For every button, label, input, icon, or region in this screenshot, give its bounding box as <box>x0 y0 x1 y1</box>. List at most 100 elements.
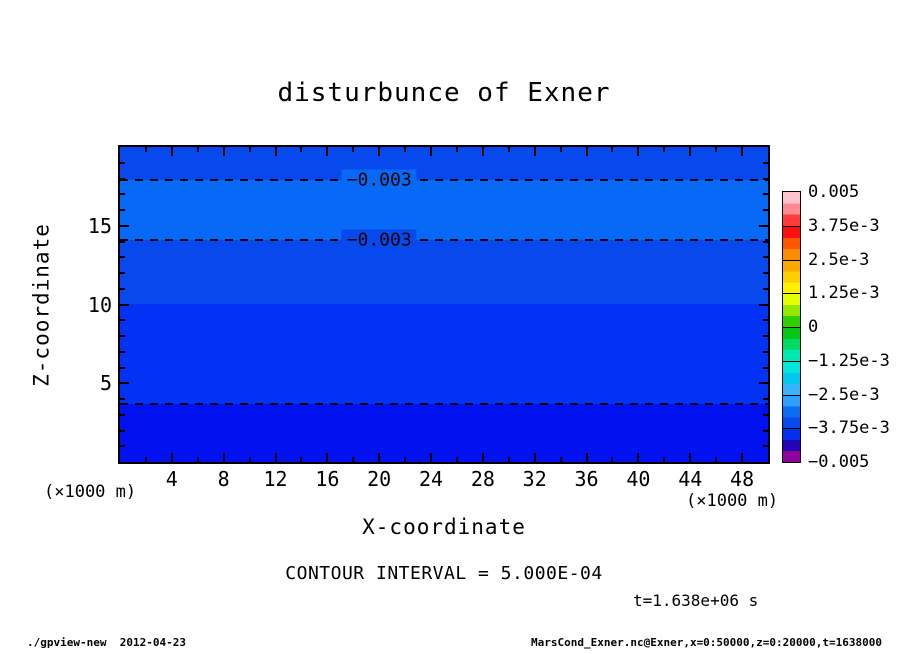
y-axis-left-tick <box>120 287 125 290</box>
x-tick-label: 24 <box>418 467 444 491</box>
x-axis-top-tick <box>507 147 510 152</box>
x-axis-bottom-tick <box>585 453 588 462</box>
x-axis-bottom-tick <box>326 453 329 462</box>
time-annotation: t=1.638e+06 s <box>633 591 759 610</box>
x-axis-bottom-tick <box>274 453 277 462</box>
x-axis-bottom-tick <box>611 457 614 462</box>
x-axis-top-tick <box>274 147 277 156</box>
colorbar-tick-label: −3.75e-3 <box>808 418 890 439</box>
x-tick-label: 36 <box>574 467 599 491</box>
colorbar-segment <box>783 259 800 294</box>
x-axis-tick-labels: 4 8 12 16 20 24 28 32 36 40 44 48 <box>120 467 768 491</box>
y-axis-left-tick <box>120 366 125 369</box>
y-axis-left-tick <box>120 445 125 448</box>
x-axis-bottom-tick <box>455 457 458 462</box>
y-axis-right-tick <box>763 335 768 337</box>
colorbar-tick-label: −2.5e-3 <box>808 384 880 405</box>
x-tick-label: 8 <box>217 467 230 491</box>
y-axis-left-tick <box>120 256 125 259</box>
x-axis-top-tick <box>689 147 692 156</box>
contour-interval-note: CONTOUR INTERVAL = 5.000E-04 <box>285 563 603 584</box>
x-axis-bottom-tick <box>430 453 433 462</box>
x-axis-top-tick <box>585 147 588 156</box>
x-tick-label: 16 <box>315 467 340 491</box>
y-axis-right-tick <box>763 287 768 290</box>
plot-area: −0.003 −0.003 <box>118 145 770 464</box>
colorbar-segment <box>783 192 800 226</box>
y-axis-left-tick <box>120 224 129 227</box>
y-axis-title: Z-coordinate <box>29 223 54 387</box>
y-axis-left-tick <box>120 161 125 164</box>
contour-line <box>120 238 768 241</box>
colorbar-segment <box>783 428 800 462</box>
x-axis-top-tick <box>455 147 458 152</box>
colorbar-tick-labels: 0.005 3.75e-3 2.5e-3 1.25e-3 0 −1.25e-3 −2.5e-… <box>808 182 904 472</box>
x-axis-bottom-tick <box>533 453 536 462</box>
y-axis-right-tick <box>763 350 768 353</box>
y-axis-unit: (×1000 m) <box>44 482 137 502</box>
y-axis-right-tick <box>759 382 768 385</box>
colorbar-tick-label: 1.25e-3 <box>808 283 880 304</box>
x-axis-top-tick <box>404 147 407 152</box>
y-tick-label: 5 <box>99 371 112 396</box>
x-tick-label: 44 <box>678 467 703 491</box>
contour-fill-band <box>120 239 768 304</box>
x-axis-top-tick <box>326 147 329 156</box>
x-tick-label: 32 <box>522 467 547 491</box>
y-axis-right-tick <box>763 177 768 180</box>
contour-line <box>120 402 768 405</box>
colorbar <box>782 191 801 463</box>
y-axis-left-tick <box>120 240 125 243</box>
y-axis-left-tick <box>120 350 125 353</box>
contour-fill-band <box>120 403 768 462</box>
x-axis-top-tick <box>481 147 484 156</box>
y-axis-right-tick <box>763 193 768 196</box>
x-axis-top-tick <box>663 147 666 152</box>
y-axis-left-tick <box>120 335 125 337</box>
y-axis-right-tick <box>763 256 768 259</box>
colorbar-segment <box>783 394 800 429</box>
x-axis-top-tick <box>300 147 303 152</box>
x-axis-top-tick <box>611 147 614 152</box>
y-axis-left-tick <box>120 413 125 416</box>
y-axis-right-tick <box>763 209 768 211</box>
y-axis-left-tick <box>120 272 125 274</box>
x-axis-bottom-tick <box>300 457 303 462</box>
footer-source: MarsCond_Exner.nc@Exner,x=0:50000,z=0:20… <box>531 636 882 649</box>
x-axis-top-tick <box>196 147 199 152</box>
y-axis-left-tick <box>120 319 125 322</box>
colorbar-tick-label: −1.25e-3 <box>808 350 890 371</box>
y-axis-right-tick <box>763 319 768 322</box>
y-axis-right-tick <box>763 413 768 416</box>
y-axis-right-tick <box>759 224 768 227</box>
x-axis-bottom-tick <box>378 453 381 462</box>
x-axis-bottom-tick <box>481 453 484 462</box>
y-axis-right-tick <box>763 398 768 400</box>
x-axis-bottom-tick <box>559 457 562 462</box>
contour-fill-band <box>120 180 768 240</box>
x-axis-top-tick <box>637 147 640 156</box>
y-axis-left-tick <box>120 209 125 211</box>
y-tick-label: 15 <box>87 213 112 238</box>
x-tick-label: 20 <box>367 467 392 491</box>
y-axis-right-tick <box>759 303 768 306</box>
colorbar-segment <box>783 293 800 327</box>
colorbar-tick-label: −0.005 <box>808 452 870 472</box>
x-axis-bottom-tick <box>196 457 199 462</box>
x-tick-label: 40 <box>626 467 651 491</box>
x-axis-top-tick <box>715 147 718 152</box>
y-axis-right-tick <box>763 272 768 274</box>
x-axis-bottom-tick <box>248 457 251 462</box>
y-axis-left-tick <box>120 303 129 306</box>
contour-fill-band <box>120 303 768 404</box>
y-axis-left-tick <box>120 398 125 400</box>
x-axis-bottom-tick <box>222 453 225 462</box>
x-axis-top-tick <box>378 147 381 156</box>
y-tick-label: 10 <box>87 292 112 317</box>
colorbar-segment <box>783 327 800 361</box>
y-axis-left-tick <box>120 382 129 385</box>
chart-title: disturbunce of Exner <box>277 78 611 108</box>
x-tick-label: 12 <box>263 467 288 491</box>
x-axis-top-tick <box>170 147 173 156</box>
